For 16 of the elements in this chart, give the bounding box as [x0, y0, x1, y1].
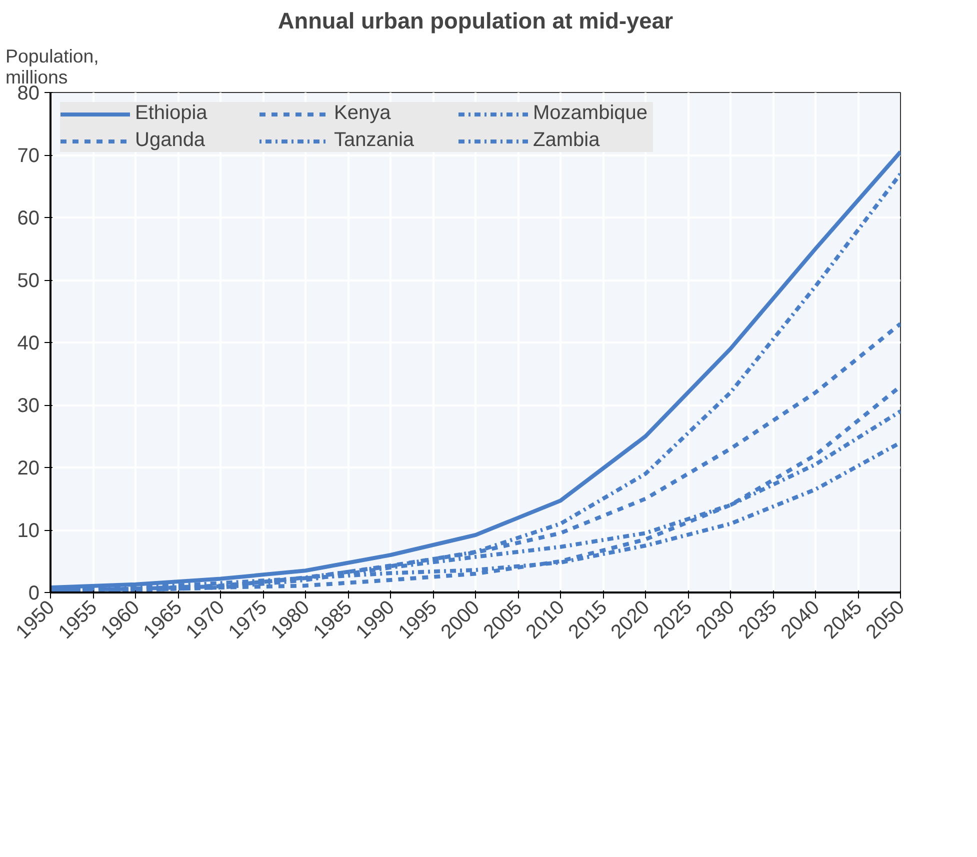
y-tick-label: 10: [17, 520, 40, 542]
y-tick-label: 80: [17, 82, 40, 104]
legend-label: Zambia: [533, 129, 601, 152]
legend-label: Mozambique: [533, 102, 649, 125]
legend-label: Tanzania: [334, 129, 416, 152]
y-tick-label: 0: [28, 582, 40, 604]
y-tick-label: 70: [17, 145, 40, 167]
y-tick-label: 30: [17, 395, 40, 417]
legend-label: Uganda: [135, 129, 206, 152]
legend-label: Ethiopia: [135, 102, 208, 125]
legend-label: Kenya: [334, 102, 392, 125]
chart-title: Annual urban population at mid-year: [278, 8, 674, 34]
y-tick-label: 50: [17, 270, 40, 292]
y-tick-label: 20: [17, 458, 40, 480]
y-tick-label: 40: [17, 332, 40, 354]
y-tick-label: 60: [17, 208, 40, 230]
